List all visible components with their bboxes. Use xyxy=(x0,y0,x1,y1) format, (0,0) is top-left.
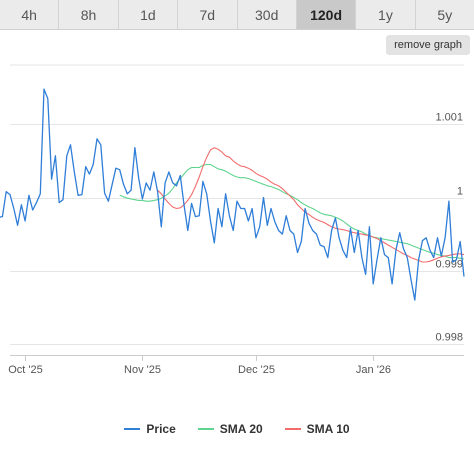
tab-120d[interactable]: 120d xyxy=(296,0,357,29)
legend-label-sma10: SMA 10 xyxy=(306,422,350,436)
tab-4h[interactable]: 4h xyxy=(0,0,60,29)
tab-8h[interactable]: 8h xyxy=(59,0,119,29)
legend-item-sma20[interactable]: SMA 20 xyxy=(197,422,263,436)
legend-item-price[interactable]: Price xyxy=(124,422,176,436)
tab-1y[interactable]: 1y xyxy=(356,0,416,29)
y-tick-label: 0.998 xyxy=(435,332,463,344)
tab-7d[interactable]: 7d xyxy=(178,0,238,29)
chart-legend: Price SMA 20 SMA 10 xyxy=(0,419,474,439)
legend-swatch-sma20 xyxy=(197,428,214,430)
tab-30d[interactable]: 30d xyxy=(237,0,297,29)
tab-5y[interactable]: 5y xyxy=(415,0,474,29)
timeframe-tabs: 4h 8h 1d 7d 30d 120d 1y 5y xyxy=(0,0,474,30)
series-sma20-line xyxy=(119,163,465,260)
y-tick-label: 1 xyxy=(457,186,463,198)
x-tick-label: Oct '25 xyxy=(8,364,43,376)
x-tick-label: Jan '26 xyxy=(356,364,391,376)
legend-label-sma20: SMA 20 xyxy=(219,422,263,436)
tab-1d[interactable]: 1d xyxy=(118,0,179,29)
series-sma10-line xyxy=(157,147,465,263)
y-tick-label: 1.001 xyxy=(435,112,463,124)
legend-swatch-sma10 xyxy=(284,428,301,430)
remove-graph-button[interactable]: remove graph xyxy=(386,35,470,55)
series-price-line xyxy=(0,88,465,301)
x-tick-label: Dec '25 xyxy=(238,364,275,376)
legend-swatch-price xyxy=(124,428,141,430)
y-tick-label: 0.999 xyxy=(435,259,463,271)
chart-series xyxy=(0,88,465,301)
x-axis-labels: Oct '25 Nov '25 Dec '25 Jan '26 xyxy=(8,355,391,376)
chart-grid xyxy=(10,64,464,356)
legend-label-price: Price xyxy=(146,422,176,436)
y-axis-labels: 0.998 0.999 1 1.001 xyxy=(435,112,463,344)
x-tick-label: Nov '25 xyxy=(124,364,161,376)
legend-item-sma10[interactable]: SMA 10 xyxy=(284,422,350,436)
